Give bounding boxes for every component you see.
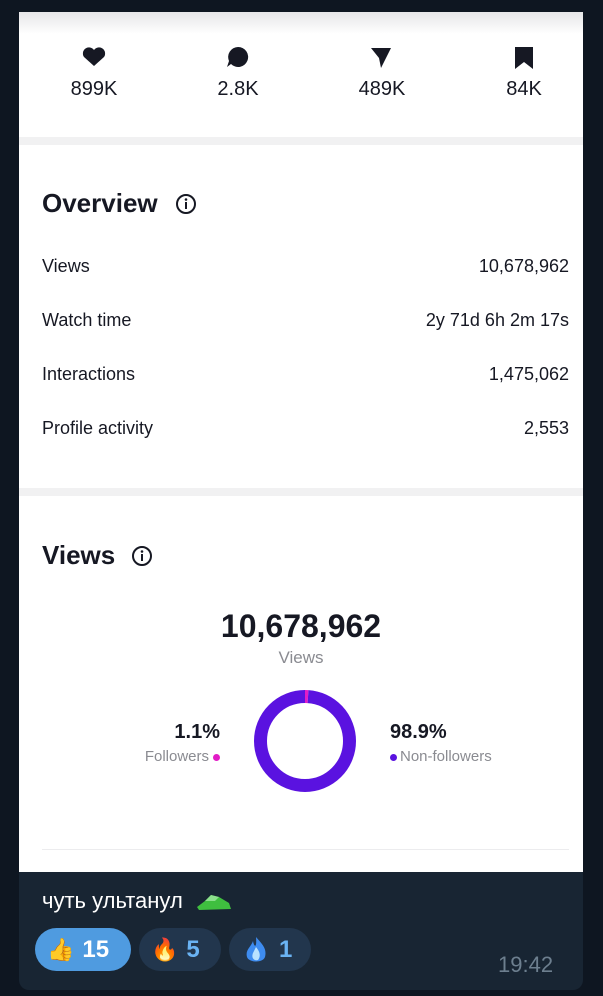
comment-icon [227,46,249,67]
caption: чуть ультанул [42,888,233,914]
reaction[interactable]: 🔥 5 [139,928,221,971]
separator [19,137,583,145]
custom-emoji [246,936,266,961]
section-title: Views [42,540,116,570]
reaction-count: 15 [82,935,110,963]
stat-value: 489K [358,78,406,100]
metric-label: Watch time [42,310,132,330]
metric-value: 2,553 [523,418,569,438]
legend-entry: Non-followers [390,748,492,765]
info-icon [176,194,196,214]
legend-dot [213,753,220,761]
timestamp: 19:42 [498,952,554,977]
caption-text: чуть ультанул [42,888,183,913]
divider [42,849,569,850]
section-title: Overview [42,188,158,218]
metric-row: Views 10,678,962 [42,256,569,277]
donut-chart [254,690,356,792]
metric-label: Interactions [42,364,136,384]
stat-icons [82,46,533,69]
metric-value: 2y 71d 6h 2m 17s [425,310,569,330]
like-icon [82,47,106,66]
reaction-emoji: 🔥 [151,936,179,962]
custom-emoji [196,895,231,911]
reaction[interactable]: 👍 15 [35,928,131,971]
metric-value: 1,475,062 [488,364,569,384]
legend-dot [390,753,397,761]
views-label: Views [278,648,324,667]
share-icon [371,48,391,68]
views-total: 10,678,962 [220,608,382,644]
legend-label: Followers [144,748,209,765]
reaction-emoji: 👍 [47,936,75,962]
legend-entry: Followers [19,748,220,765]
metric-row: Watch time 2y 71d 6h 2m 17s [42,310,569,331]
stat-value: 2.8K [217,78,259,100]
metric-row: Interactions 1,475,062 [42,364,569,385]
save-icon [515,47,533,69]
metric-row: Profile activity 2,553 [42,418,569,439]
separator [19,488,583,496]
metric-label: Profile activity [42,418,154,438]
reaction[interactable]: 1 [229,928,311,971]
info-icon [132,546,152,566]
metric-label: Views [42,256,90,276]
stat-value: 899K [70,78,118,100]
stat-value: 84K [506,78,542,100]
reaction-count: 1 [279,935,293,963]
donut-segment [254,690,356,792]
shadow [19,12,583,34]
legend-label: Non-followers [400,748,492,765]
reaction-count: 5 [186,935,200,963]
nonfollowers-pct: 98.9% [390,721,447,743]
followers-pct: 1.1% [174,721,220,743]
screenshot-card: 899K 2.8K 489K 84K Overview Views 10,678,… [19,12,583,872]
metric-value: 10,678,962 [478,256,569,276]
